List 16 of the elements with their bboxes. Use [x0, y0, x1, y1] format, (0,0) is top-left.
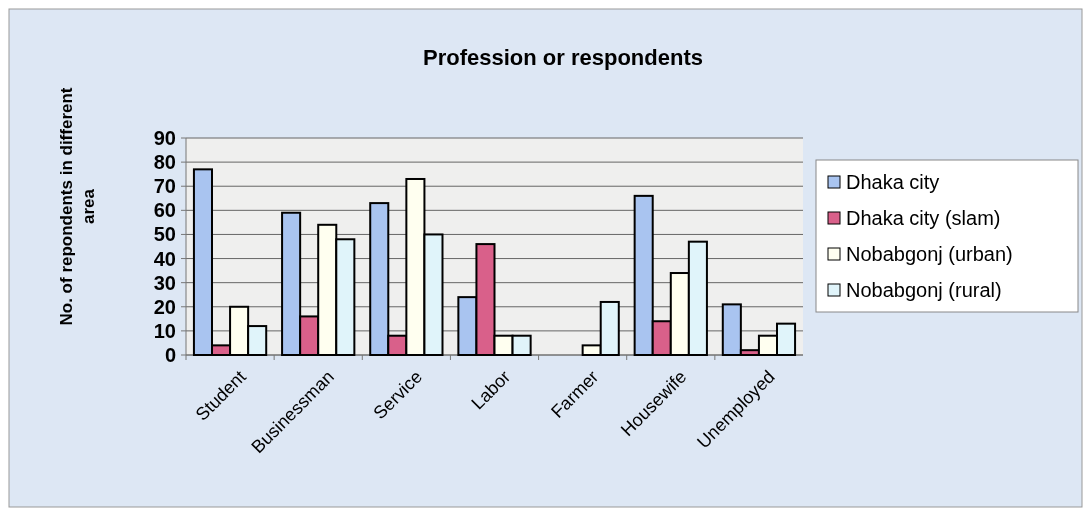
y-tick-label: 40: [153, 247, 176, 270]
y-tick-label: 30: [153, 271, 176, 294]
y-tick-label: 80: [153, 151, 176, 174]
legend-label: Nobabgonj (rural): [846, 279, 1002, 301]
legend-label: Dhaka city (slam): [846, 207, 1001, 229]
legend-label: Dhaka city: [846, 171, 940, 193]
y-axis-title: No. of repondents in different area: [57, 87, 98, 326]
legend-label: Nobabgonj (urban): [846, 243, 1013, 265]
y-tick-label: 0: [164, 344, 176, 366]
y-tick-label: 10: [153, 319, 176, 342]
y-tick-label: 70: [153, 175, 176, 198]
chart-title: Profession or respondents: [423, 45, 703, 70]
y-tick-label: 50: [153, 223, 176, 246]
y-tick-label: 90: [153, 127, 176, 149]
y-tick-label: 60: [153, 199, 176, 222]
y-tick-label: 20: [153, 295, 176, 318]
